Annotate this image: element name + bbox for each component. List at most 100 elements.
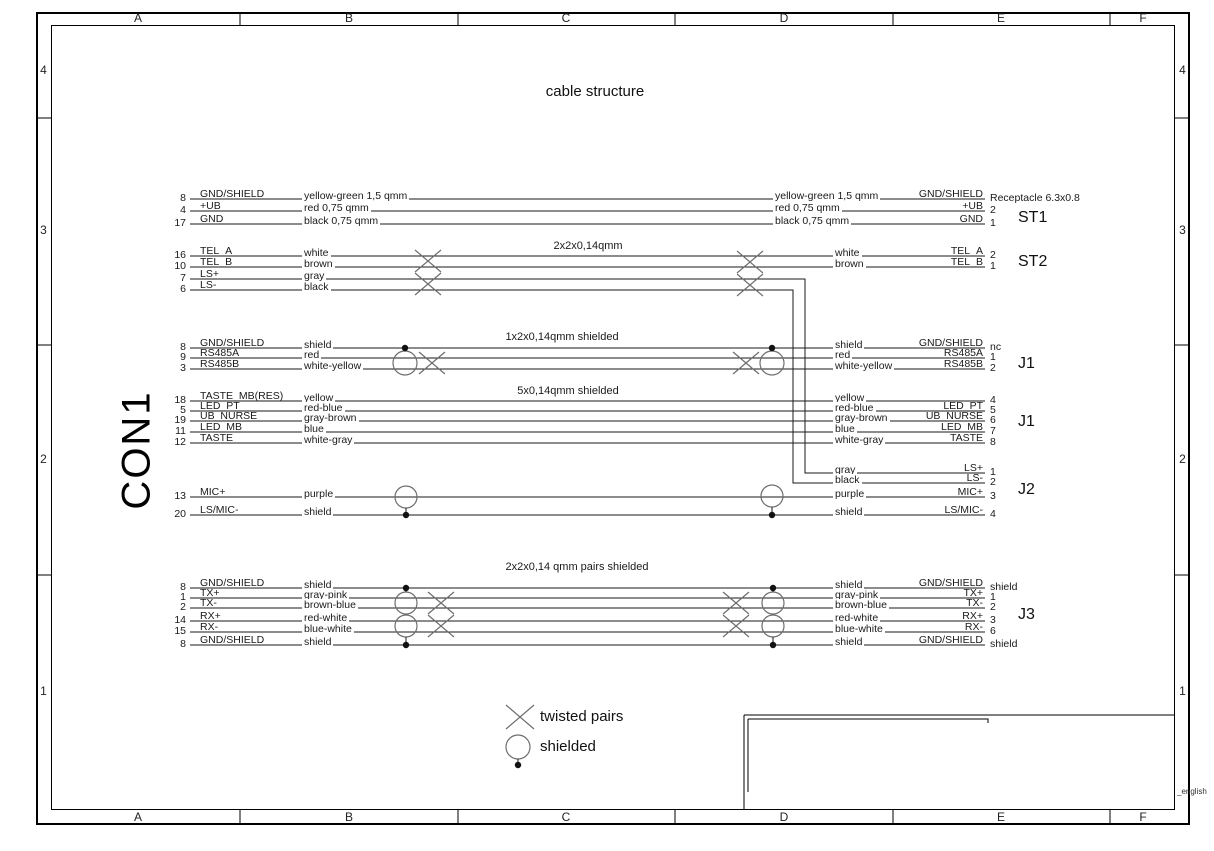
signal-label-left: +UB — [200, 200, 221, 212]
signal-label-right: LED_MB — [940, 421, 983, 433]
cable-spec-label: 2x2x0,14 qmm pairs shielded — [505, 561, 649, 573]
title-block-line — [748, 718, 989, 723]
frame-column-letter-bottom: E — [996, 810, 1005, 824]
wire-color-label-right: purple — [833, 488, 867, 501]
pin-number-right: 2 — [990, 204, 996, 216]
wire-color-label-left: shield — [302, 636, 334, 649]
junction-dot — [402, 641, 410, 649]
junction-dot — [768, 344, 776, 352]
junction-dot — [769, 641, 777, 649]
wire-color-label-left: white — [302, 247, 331, 260]
frame-column-letter-top: A — [133, 11, 142, 25]
connector-name: ST1 — [1018, 209, 1048, 226]
pin-number-right: 1 — [990, 466, 996, 478]
frame-row-number-right: 3 — [1179, 223, 1186, 237]
signal-label-right: RX+ — [962, 610, 983, 622]
pin-number-right: Receptacle 6.3x0.8 — [990, 192, 1080, 204]
signal-label-left: TASTE_MB(RES) — [200, 390, 284, 402]
twisted-pair-icon — [722, 591, 750, 615]
connector-name: J1 — [1018, 413, 1035, 430]
wire-color-label-left: black 0,75 qmm — [302, 215, 381, 228]
drawing-inner-frame — [51, 25, 1175, 810]
signal-label-left: GND — [200, 213, 224, 225]
pin-number-left: 8 — [180, 638, 186, 650]
frame-row-number-right: 2 — [1179, 452, 1186, 466]
pin-number-right: 1 — [990, 260, 996, 272]
pin-number-left: 7 — [180, 272, 186, 284]
wire-color-label-left: shield — [302, 506, 334, 519]
wire-color-label-left: brown — [302, 258, 335, 271]
pin-number-right: 2 — [990, 601, 996, 613]
connector-name: J2 — [1018, 481, 1035, 498]
connector-name: ST2 — [1018, 253, 1048, 270]
signal-label-left: LED_PT — [200, 400, 240, 412]
frame-column-letter-top: B — [344, 11, 353, 25]
pin-number-right: 6 — [990, 625, 996, 637]
frame-column-letter-top: F — [1139, 11, 1147, 25]
frame-row-number-left: 2 — [40, 452, 47, 466]
junction-dot — [769, 584, 777, 592]
pin-number-left: 20 — [174, 508, 186, 520]
signal-label-right: TEL_A — [950, 245, 983, 257]
wire-color-label-right: white-yellow — [833, 360, 895, 373]
signal-label-left: TX+ — [200, 587, 220, 599]
signal-label-right: LS/MIC- — [944, 504, 983, 516]
frame-row-number-left: 1 — [40, 684, 47, 698]
wire-color-label-left: yellow-green 1,5 qmm — [302, 190, 410, 203]
signal-label-left: TX- — [200, 597, 217, 609]
twisted-pair-icon — [736, 250, 764, 274]
pin-number-right: shield — [990, 638, 1018, 650]
pin-number-left: 5 — [180, 404, 186, 416]
pin-number-left: 8 — [180, 341, 186, 353]
signal-label-right: GND/SHIELD — [918, 634, 983, 646]
shield-icon — [394, 614, 418, 638]
wire-color-label-left: white-yellow — [302, 360, 364, 373]
signal-label-left: RX+ — [200, 610, 221, 622]
cable-spec-label: 2x2x0,14qmm — [553, 240, 623, 252]
wire-color-label-left: shield — [302, 579, 334, 592]
wire-color-label-left: brown-blue — [302, 599, 358, 612]
pin-number-right: 3 — [990, 490, 996, 502]
pin-number-left: 9 — [180, 351, 186, 363]
cable-spec-label: 5x0,14qmm shielded — [517, 385, 619, 397]
wire-line — [190, 278, 985, 474]
signal-label-right: TEL_B — [950, 256, 983, 268]
signal-label-right: LS- — [966, 472, 983, 484]
pin-number-left: 11 — [175, 425, 186, 437]
pin-number-left: 15 — [174, 625, 186, 637]
signal-label-right: GND/SHIELD — [918, 577, 983, 589]
pin-number-left: 17 — [174, 217, 186, 229]
signal-label-right: TX- — [966, 597, 983, 609]
wire-color-label-left: gray — [302, 270, 327, 283]
frame-column-letter-bottom: F — [1139, 810, 1147, 824]
pin-number-left: 14 — [174, 614, 186, 626]
shield-icon — [761, 591, 785, 615]
pin-number-right: 6 — [990, 414, 996, 426]
wire-color-label-right: blue-white — [833, 623, 885, 636]
pin-number-left: 1 — [180, 591, 186, 603]
wire-color-label-left: blue — [302, 423, 326, 436]
pin-number-left: 10 — [174, 260, 186, 272]
page-title: cable structure — [545, 83, 645, 100]
pin-number-left: 8 — [180, 581, 186, 593]
signal-label-left: LED_MB — [200, 421, 243, 433]
signal-label-right: UB_NURSE — [925, 410, 983, 422]
wire-color-label-left: red 0,75 qmm — [302, 202, 371, 215]
wire-color-label-left: gray-pink — [302, 589, 350, 602]
wire-color-label-right: white — [833, 247, 862, 260]
wire-color-label-right: brown-blue — [833, 599, 889, 612]
pin-number-left: 12 — [174, 436, 186, 448]
pin-number-left: 19 — [174, 414, 186, 426]
signal-label-left: TASTE — [200, 432, 234, 444]
pin-number-left: 4 — [180, 204, 186, 216]
shield-icon — [392, 350, 418, 376]
pin-number-left: 18 — [174, 394, 186, 406]
shield-icon — [759, 350, 785, 376]
shield-icon — [761, 614, 785, 638]
junction-dot — [402, 511, 410, 519]
wire-color-label-right: yellow — [833, 392, 867, 405]
pin-number-left: 8 — [180, 192, 186, 204]
shield-icon — [394, 591, 418, 615]
cable-spec-label: 1x2x0,14qmm shielded — [505, 331, 619, 343]
